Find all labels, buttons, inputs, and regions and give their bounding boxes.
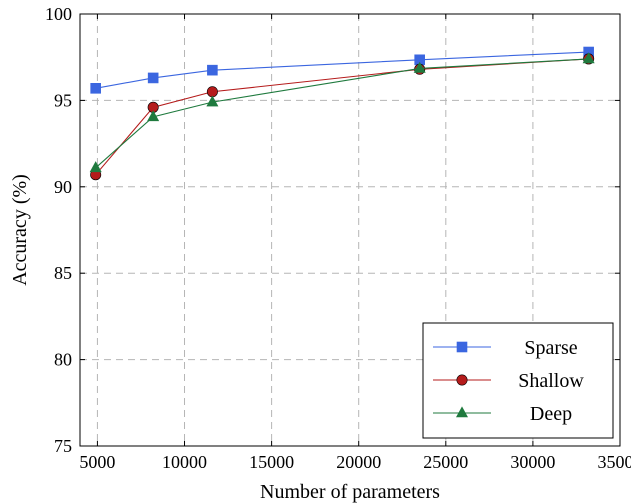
x-tick-label: 30000 <box>510 452 555 472</box>
deep-point <box>413 61 426 73</box>
axis-ticks: 5000 10000 15000 20000 25000 30000 35000 75 80 85… <box>45 4 631 472</box>
x-tick-label: 20000 <box>336 452 381 472</box>
legend-item-deep: Deep <box>433 403 572 425</box>
x-tick-label: 10000 <box>162 452 207 472</box>
y-axis-label: Accuracy (%) <box>9 174 31 286</box>
legend: Sparse Shallow Deep <box>422 322 614 439</box>
shallow-point <box>206 86 218 98</box>
plot-area-frame <box>79 13 621 447</box>
y-tick-label: 75 <box>54 436 72 456</box>
y-tick-label: 100 <box>45 4 72 24</box>
shallow-legend-label: Shallow <box>518 370 584 392</box>
sparse-point <box>147 72 159 84</box>
x-tick-label: 25000 <box>423 452 468 472</box>
x-tick-label: 15000 <box>249 452 294 472</box>
sparse-legend-label: Sparse <box>524 337 577 359</box>
deep-point <box>582 52 595 64</box>
legend-item-shallow: Shallow <box>433 370 584 392</box>
x-tick-label: 5000 <box>79 452 115 472</box>
legend-item-sparse: Sparse <box>433 337 578 359</box>
series-layer <box>89 46 595 181</box>
deep-series <box>89 52 595 173</box>
y-tick-label: 90 <box>54 177 72 197</box>
deep-point <box>147 110 160 122</box>
deep-legend-marker <box>455 406 469 418</box>
deep-legend-label: Deep <box>530 403 572 425</box>
y-tick-label: 85 <box>54 263 72 283</box>
grid <box>80 14 620 446</box>
sparse-series <box>90 46 594 94</box>
shallow-legend-marker <box>456 374 468 386</box>
sparse-line <box>95 51 589 89</box>
y-tick-label: 95 <box>54 90 72 110</box>
x-axis-label: Number of parameters <box>260 481 440 503</box>
sparse-legend-marker <box>456 341 468 353</box>
y-tick-label: 80 <box>54 350 72 370</box>
deep-point <box>206 95 219 107</box>
sparse-point <box>207 64 218 76</box>
x-tick-label: 35000 <box>598 452 631 472</box>
deep-point <box>89 161 102 173</box>
sparse-point <box>90 83 101 94</box>
shallow-series <box>90 53 595 181</box>
